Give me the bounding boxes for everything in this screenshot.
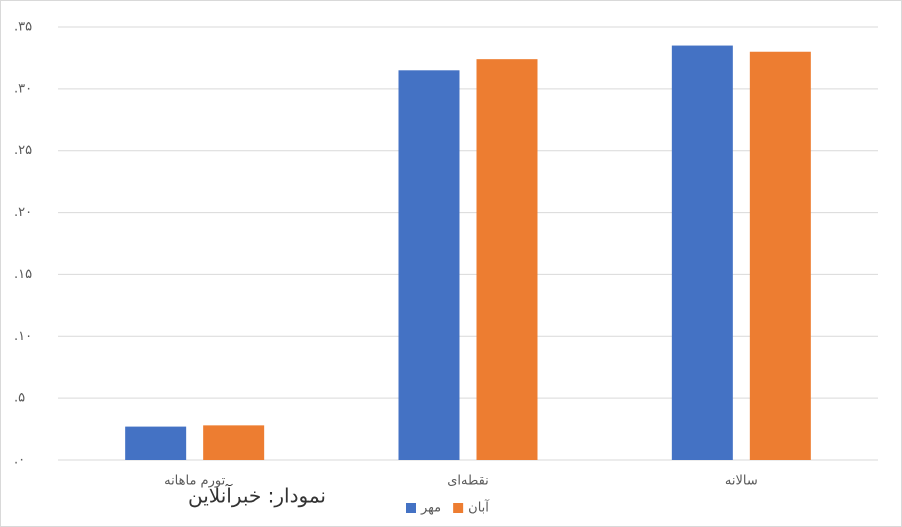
legend-label: مهر [420, 501, 441, 516]
x-tick-label: تورم ماهانه [164, 474, 226, 489]
legend-swatch [406, 503, 416, 513]
bar [671, 45, 733, 461]
y-tick-label: .۳۰ [14, 81, 32, 96]
x-tick-label: سالانه [725, 474, 758, 489]
y-tick-label: .۱۵ [14, 267, 32, 282]
legend-label: آبان [468, 499, 490, 516]
y-tick-label: .۱۰ [14, 329, 32, 344]
bar [476, 59, 538, 461]
bar [398, 70, 460, 461]
bar [203, 425, 265, 460]
y-tick-label: .۰ [14, 453, 25, 468]
bar [749, 51, 811, 460]
y-tick-label: .۲۵ [14, 143, 32, 158]
x-tick-label: نقطه‌ای [447, 474, 489, 489]
legend-swatch [453, 503, 464, 513]
bar [125, 426, 187, 460]
y-tick-label: .۳۵ [14, 20, 32, 35]
y-tick-label: .۲۰ [14, 205, 32, 220]
y-tick-label: .۵ [14, 391, 25, 406]
source-annotation: نمودار: خبرآنلاین [188, 483, 326, 508]
